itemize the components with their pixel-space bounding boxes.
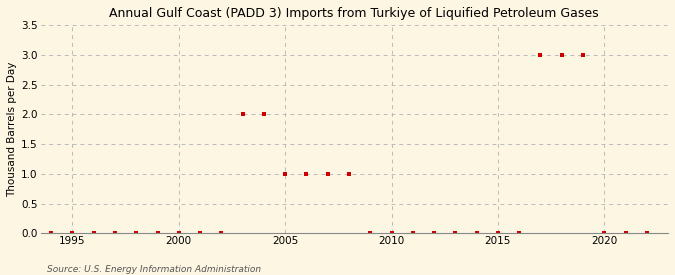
Y-axis label: Thousand Barrels per Day: Thousand Barrels per Day: [7, 62, 17, 197]
Text: Source: U.S. Energy Information Administration: Source: U.S. Energy Information Administ…: [47, 265, 261, 274]
Title: Annual Gulf Coast (PADD 3) Imports from Turkiye of Liquified Petroleum Gases: Annual Gulf Coast (PADD 3) Imports from …: [109, 7, 599, 20]
